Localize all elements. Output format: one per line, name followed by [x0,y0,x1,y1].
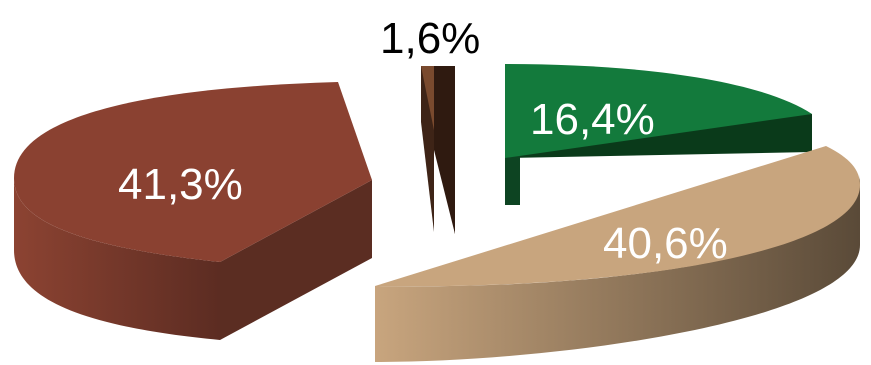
slice-1-label: 16,4% [530,95,655,144]
slice-2 [375,146,860,362]
slice-3-side [14,178,220,340]
slice-3-side-right [220,180,372,340]
slice-1-top [505,64,812,158]
slice-4-label: 1,6% [380,14,480,63]
slice-1 [505,64,812,205]
slice-4 [421,66,455,234]
slice-3 [14,82,372,340]
slice-3-top [14,82,372,262]
slice-2-label: 40,6% [603,219,728,268]
slice-3-label: 41,3% [118,160,243,209]
slice-2-side [375,175,860,362]
slice-4-front [434,66,455,234]
slice-2-top [375,146,860,287]
